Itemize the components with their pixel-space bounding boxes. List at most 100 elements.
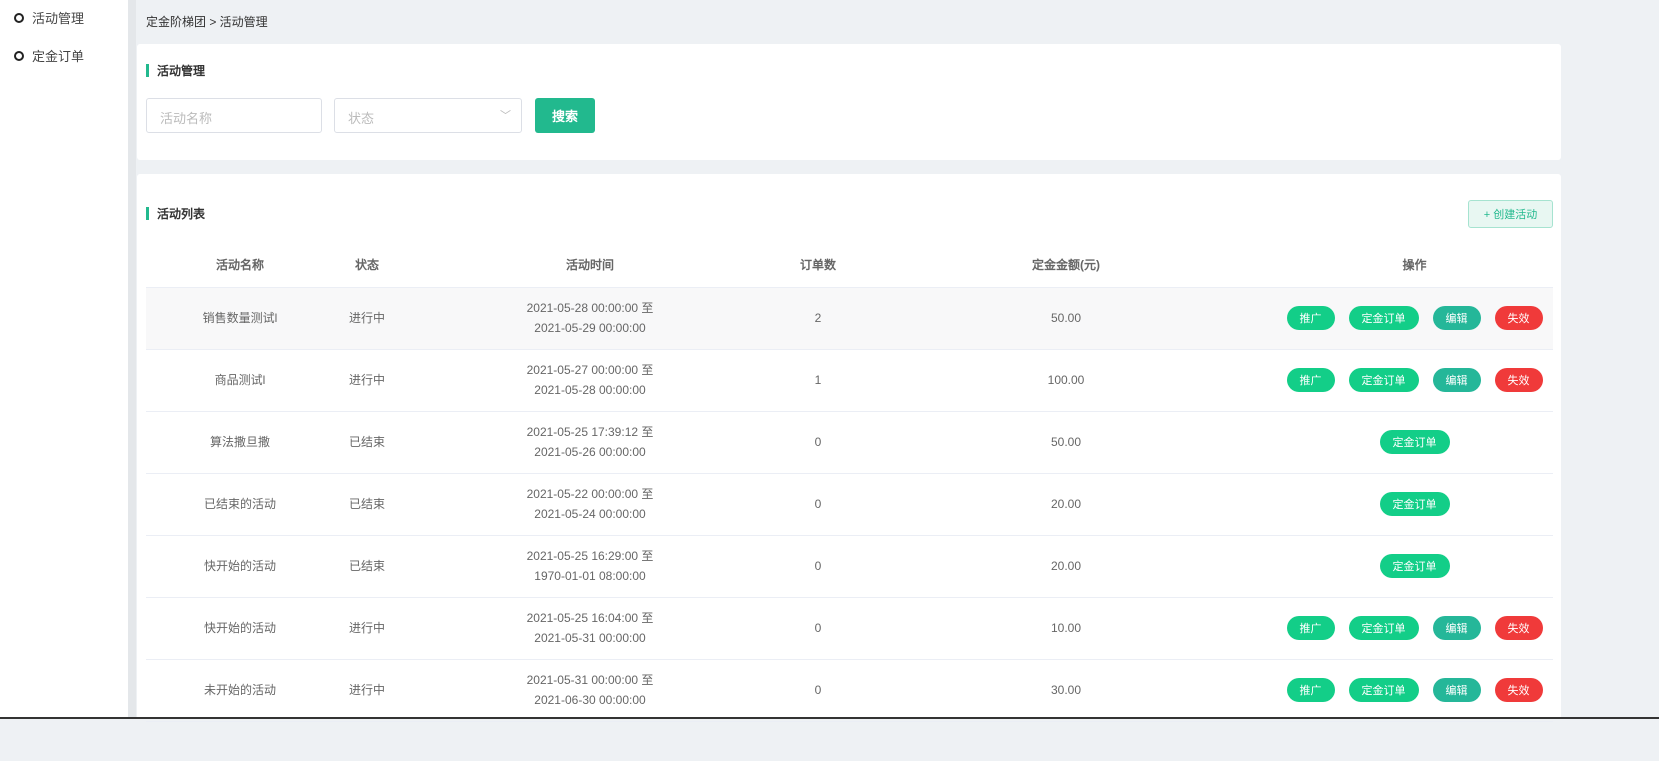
- bottom-border: [0, 717, 1659, 719]
- breadcrumb: 定金阶梯团 > 活动管理: [146, 15, 268, 29]
- column-header: 操作: [1276, 242, 1553, 288]
- activity-status: 已结束: [334, 535, 400, 598]
- section-title: 活动管理: [146, 62, 205, 79]
- start-time: 2021-05-25 17:39:12 至: [526, 425, 654, 439]
- activity-time: 2021-05-22 00:00:00 至 2021-05-24 00:00:00: [400, 473, 780, 536]
- order-count: 0: [780, 411, 856, 474]
- promote-button[interactable]: 推广: [1286, 616, 1335, 640]
- invalidate-button[interactable]: 失效: [1494, 306, 1543, 330]
- start-time: 2021-05-28 00:00:00 至: [526, 301, 654, 315]
- table-row: 商品测试l 进行中 2021-05-27 00:00:00 至 2021-05-2…: [146, 349, 1553, 412]
- activity-time: 2021-05-25 16:29:00 至 1970-01-01 08:00:00: [400, 535, 780, 598]
- start-time: 2021-05-22 00:00:00 至: [526, 487, 654, 501]
- circle-icon: [14, 12, 24, 23]
- promote-button[interactable]: 推广: [1286, 306, 1335, 330]
- sidebar-divider: [128, 0, 136, 718]
- column-header: 活动名称: [146, 242, 334, 288]
- sidebar-item-deposit-orders[interactable]: 定金订单: [14, 46, 84, 65]
- sidebar-item-label: 定金订单: [32, 49, 85, 64]
- table-row: 已结束的活动 已结束 2021-05-22 00:00:00 至 2021-05-…: [146, 473, 1553, 536]
- order-count: 2: [780, 287, 856, 350]
- order-count: 0: [780, 535, 856, 598]
- edit-button[interactable]: 编辑: [1432, 678, 1481, 702]
- actions-cell: 推广 定金订单 编辑 失效: [1276, 349, 1553, 412]
- search-card: 活动管理 活动名称 状态 ﹀ 搜索: [137, 44, 1561, 160]
- order-count: 1: [780, 349, 856, 412]
- table-row: 算法撒旦撒 已结束 2021-05-25 17:39:12 至 2021-05-2…: [146, 411, 1553, 474]
- column-header: 定金金额(元): [856, 242, 1276, 288]
- start-time: 2021-05-27 00:00:00 至: [526, 363, 654, 377]
- activity-name: 快开始的活动: [146, 535, 334, 598]
- activity-status: 已结束: [334, 411, 400, 474]
- deposit-amount: 20.00: [856, 473, 1276, 536]
- deposit-orders-button[interactable]: 定金订单: [1379, 430, 1450, 454]
- deposit-orders-button[interactable]: 定金订单: [1379, 554, 1450, 578]
- section-title: 活动列表: [146, 205, 205, 222]
- column-header: 状态: [334, 242, 400, 288]
- order-count: 0: [780, 659, 856, 722]
- chevron-down-icon: ﹀: [500, 110, 511, 122]
- actions-cell: 推广 定金订单 编辑 失效: [1276, 287, 1553, 350]
- deposit-amount: 50.00: [856, 411, 1276, 474]
- sidebar: 活动管理 定金订单: [0, 0, 128, 718]
- actions-cell: 推广 定金订单 编辑 失效: [1276, 659, 1553, 722]
- deposit-amount: 20.00: [856, 535, 1276, 598]
- circle-icon: [14, 50, 24, 61]
- actions-cell: 定金订单: [1276, 411, 1553, 474]
- actions-cell: 定金订单: [1276, 535, 1553, 598]
- deposit-orders-button[interactable]: 定金订单: [1348, 616, 1419, 640]
- column-header: 活动时间: [400, 242, 780, 288]
- status-select[interactable]: 状态 ﹀: [334, 98, 522, 133]
- activity-name-input[interactable]: 活动名称: [146, 98, 322, 133]
- activity-status: 进行中: [334, 659, 400, 722]
- activity-time: 2021-05-28 00:00:00 至 2021-05-29 00:00:00: [400, 287, 780, 350]
- promote-button[interactable]: 推广: [1286, 368, 1335, 392]
- deposit-amount: 100.00: [856, 349, 1276, 412]
- activity-status: 已结束: [334, 473, 400, 536]
- activity-time: 2021-05-25 17:39:12 至 2021-05-26 00:00:00: [400, 411, 780, 474]
- status-placeholder: 状态: [348, 111, 375, 126]
- deposit-amount: 30.00: [856, 659, 1276, 722]
- edit-button[interactable]: 编辑: [1432, 368, 1481, 392]
- activity-name: 算法撒旦撒: [146, 411, 334, 474]
- end-time: 2021-05-26 00:00:00: [534, 445, 646, 459]
- activity-name: 快开始的活动: [146, 597, 334, 660]
- list-card: 活动列表 + 创建活动 活动名称 状态 活动时间 订单数 定金金额(元) 操作 销售数量测…: [137, 174, 1561, 722]
- invalidate-button[interactable]: 失效: [1494, 368, 1543, 392]
- table-row: 快开始的活动 已结束 2021-05-25 16:29:00 至 1970-01-…: [146, 535, 1553, 598]
- deposit-amount: 50.00: [856, 287, 1276, 350]
- order-count: 0: [780, 473, 856, 536]
- edit-button[interactable]: 编辑: [1432, 616, 1481, 640]
- end-time: 2021-05-29 00:00:00: [534, 321, 646, 335]
- deposit-orders-button[interactable]: 定金订单: [1348, 306, 1419, 330]
- table-row: 快开始的活动 进行中 2021-05-25 16:04:00 至 2021-05-…: [146, 597, 1553, 660]
- activity-name: 已结束的活动: [146, 473, 334, 536]
- end-time: 2021-05-28 00:00:00: [534, 383, 646, 397]
- invalidate-button[interactable]: 失效: [1494, 616, 1543, 640]
- deposit-orders-button[interactable]: 定金订单: [1348, 678, 1419, 702]
- sidebar-item-activity-management[interactable]: 活动管理: [14, 8, 84, 27]
- create-activity-button[interactable]: + 创建活动: [1468, 200, 1553, 228]
- end-time: 2021-05-31 00:00:00: [534, 631, 646, 645]
- promote-button[interactable]: 推广: [1286, 678, 1335, 702]
- start-time: 2021-05-25 16:04:00 至: [526, 611, 654, 625]
- column-header: 订单数: [780, 242, 856, 288]
- deposit-amount: 10.00: [856, 597, 1276, 660]
- deposit-orders-button[interactable]: 定金订单: [1348, 368, 1419, 392]
- activity-time: 2021-05-27 00:00:00 至 2021-05-28 00:00:00: [400, 349, 780, 412]
- actions-cell: 定金订单: [1276, 473, 1553, 536]
- activity-name: 商品测试l: [146, 349, 334, 412]
- table-row: 销售数量测试l 进行中 2021-05-28 00:00:00 至 2021-05…: [146, 287, 1553, 350]
- actions-cell: 推广 定金订单 编辑 失效: [1276, 597, 1553, 660]
- invalidate-button[interactable]: 失效: [1494, 678, 1543, 702]
- deposit-orders-button[interactable]: 定金订单: [1379, 492, 1450, 516]
- order-count: 0: [780, 597, 856, 660]
- activity-status: 进行中: [334, 349, 400, 412]
- edit-button[interactable]: 编辑: [1432, 306, 1481, 330]
- start-time: 2021-05-25 16:29:00 至: [526, 549, 654, 563]
- end-time: 2021-06-30 00:00:00: [534, 693, 646, 707]
- activity-name: 销售数量测试l: [146, 287, 334, 350]
- activity-time: 2021-05-25 16:04:00 至 2021-05-31 00:00:00: [400, 597, 780, 660]
- activity-name: 未开始的活动: [146, 659, 334, 722]
- search-button[interactable]: 搜索: [535, 98, 595, 133]
